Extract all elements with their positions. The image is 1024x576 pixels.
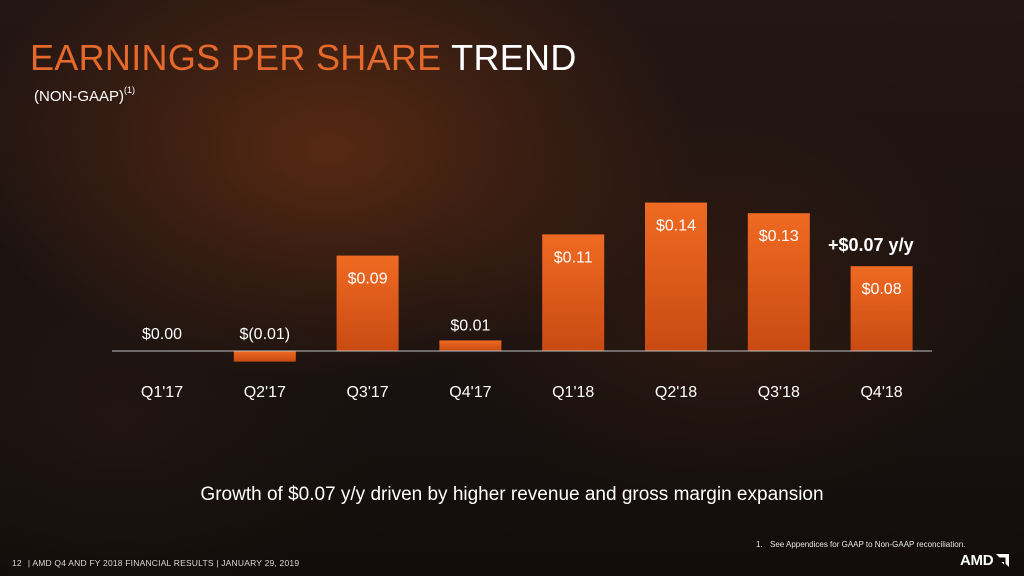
- category-label: Q2'18: [655, 384, 697, 401]
- yoy-annotation: +$0.07 y/y: [828, 235, 914, 255]
- logo-text: AMD: [960, 552, 994, 569]
- bar: [747, 213, 810, 351]
- footer-text: | AMD Q4 AND FY 2018 FINANCIAL RESULTS |…: [27, 558, 300, 568]
- page-subtitle: (NON-GAAP)(1): [34, 85, 135, 105]
- bar: [542, 234, 605, 351]
- title-part-1: EARNINGS PER SHARE: [30, 37, 442, 78]
- data-label: $0.13: [759, 228, 799, 245]
- data-label: $0.00: [142, 326, 182, 343]
- footnote-number: 1.: [756, 540, 763, 549]
- data-label: $0.01: [450, 317, 490, 334]
- page-number: 12: [12, 558, 22, 568]
- footnote-text: See Appendices for GAAP to Non-GAAP reco…: [770, 540, 966, 549]
- page-title: EARNINGS PER SHARE TREND: [30, 36, 577, 80]
- bar: [233, 351, 296, 362]
- category-label: Q4'17: [449, 384, 491, 401]
- bar: [645, 202, 707, 351]
- bar: [336, 255, 399, 351]
- data-label: $0.09: [348, 271, 388, 288]
- category-label: Q3'17: [346, 384, 388, 401]
- footnote: 1. See Appendices for GAAP to Non-GAAP re…: [756, 540, 965, 549]
- bar: [850, 266, 913, 351]
- subtitle-text: (NON-GAAP): [34, 88, 124, 105]
- category-label: Q4'18: [860, 384, 902, 401]
- category-label: Q1'17: [141, 384, 183, 401]
- category-label: Q2'17: [244, 384, 286, 401]
- title-part-2: TREND: [451, 37, 577, 78]
- category-label: Q1'18: [552, 384, 594, 401]
- bar: [439, 340, 502, 351]
- growth-statement: Growth of $0.07 y/y driven by higher rev…: [200, 484, 824, 505]
- amd-arrow-icon: [996, 554, 1010, 567]
- data-label: $0.11: [554, 249, 593, 266]
- data-label: $(0.01): [239, 326, 290, 343]
- footnote-marker: (1): [124, 85, 135, 95]
- category-label: Q3'18: [758, 384, 800, 401]
- footer: 12 | AMD Q4 AND FY 2018 FINANCIAL RESULTS…: [12, 558, 299, 568]
- data-label: $0.08: [862, 281, 902, 298]
- data-label: $0.14: [656, 218, 696, 235]
- amd-logo: AMD: [960, 552, 1010, 569]
